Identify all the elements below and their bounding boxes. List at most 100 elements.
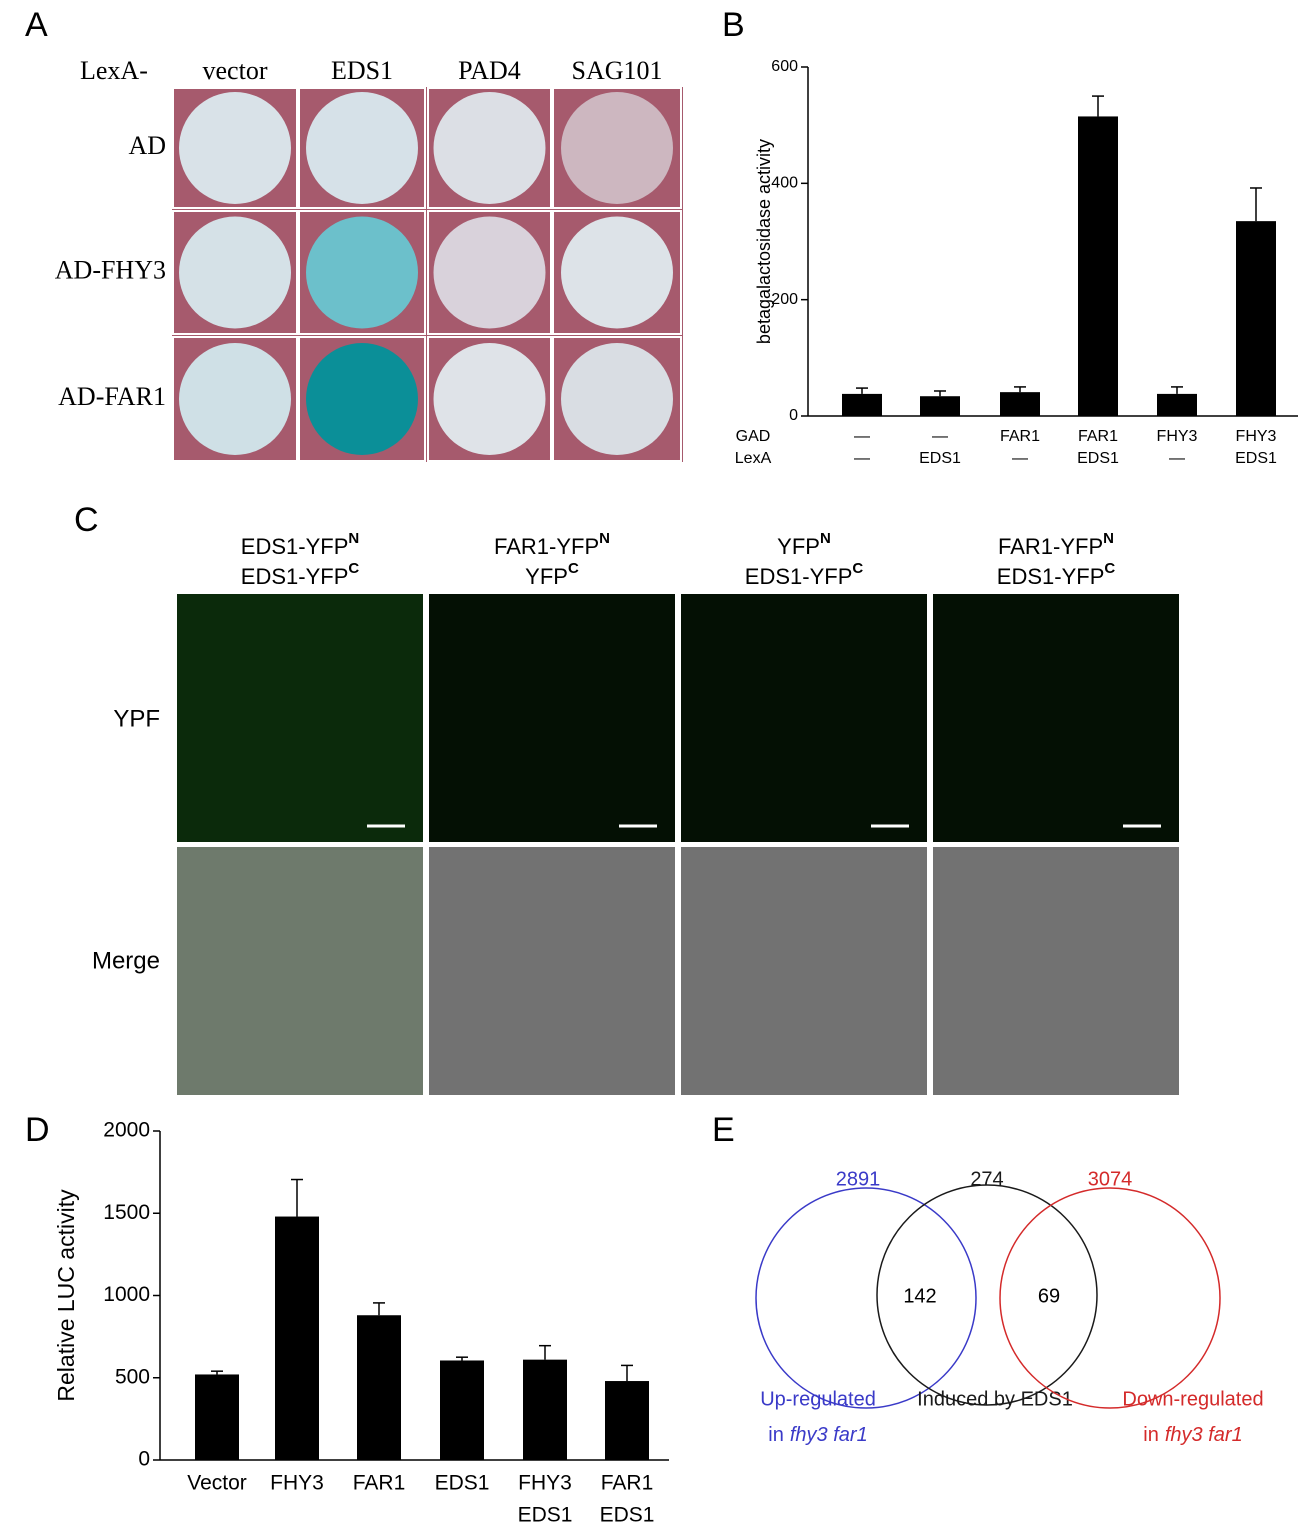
set-count: 2891 bbox=[836, 1168, 881, 1190]
bar bbox=[842, 393, 882, 416]
label-superscript: C bbox=[852, 560, 863, 577]
label-superscript: N bbox=[348, 530, 359, 547]
set-count: 3074 bbox=[1088, 1168, 1133, 1190]
x-tick-label: — bbox=[1169, 450, 1185, 467]
x-tick-label: — bbox=[854, 450, 870, 467]
set-label: in fhy3 far1 bbox=[768, 1424, 867, 1446]
venn-circle bbox=[755, 1187, 977, 1409]
y-tick-label: 1000 bbox=[103, 1283, 150, 1306]
y-tick-label: 400 bbox=[771, 175, 798, 192]
label-superscript: N bbox=[820, 530, 831, 547]
category-row-label: LexA bbox=[735, 450, 772, 467]
x-tick-label: FHY3 bbox=[1236, 428, 1277, 445]
fluorescence-image bbox=[933, 594, 1179, 842]
overlap-count: 69 bbox=[1038, 1285, 1060, 1307]
label-prefix: in bbox=[768, 1424, 784, 1446]
column-label: EDS1-YFPC bbox=[745, 560, 864, 589]
x-tick-label: — bbox=[932, 428, 948, 445]
bar bbox=[1236, 221, 1276, 416]
bar bbox=[605, 1381, 649, 1460]
label-superscript: N bbox=[599, 530, 610, 547]
y-tick-label: 0 bbox=[789, 407, 798, 424]
panel-label: B bbox=[722, 6, 745, 44]
fluorescence-image bbox=[177, 594, 423, 842]
row-label: AD-FHY3 bbox=[55, 255, 166, 284]
y-tick-label: 1500 bbox=[103, 1201, 150, 1224]
column-label: FAR1-YFPN bbox=[998, 530, 1114, 559]
x-tick-label: FAR1 bbox=[1000, 428, 1040, 445]
label-italic: fhy3 far1 bbox=[1165, 1424, 1243, 1446]
bar bbox=[1000, 392, 1040, 416]
yeast-spot bbox=[306, 92, 418, 204]
bar bbox=[523, 1359, 567, 1460]
bar bbox=[440, 1360, 484, 1460]
bar bbox=[195, 1374, 239, 1460]
label-text: EDS1-YFP bbox=[241, 534, 349, 559]
column-label: EDS1 bbox=[331, 56, 393, 85]
x-tick-label: FHY3 bbox=[270, 1472, 324, 1495]
yeast-spot bbox=[433, 343, 546, 455]
y-axis-label: betagalactosidase activity bbox=[754, 139, 774, 344]
yeast-spot bbox=[179, 216, 291, 329]
x-tick-label: FAR1 bbox=[1078, 428, 1118, 445]
set-label: in fhy3 far1 bbox=[1143, 1424, 1242, 1446]
label-superscript: C bbox=[348, 560, 359, 577]
bar bbox=[275, 1216, 319, 1460]
set-label: Down-regulated bbox=[1122, 1388, 1263, 1410]
column-label: PAD4 bbox=[458, 56, 521, 85]
label-prefix: in bbox=[1143, 1424, 1159, 1446]
y-tick-label: 200 bbox=[771, 291, 798, 308]
x-tick-label: — bbox=[1012, 450, 1028, 467]
label-text: EDS1-YFP bbox=[241, 564, 349, 589]
panel-label: C bbox=[74, 501, 99, 539]
overlap-count: 142 bbox=[903, 1285, 936, 1307]
merge-image bbox=[933, 847, 1179, 1095]
x-tick-label: FHY3 bbox=[518, 1472, 572, 1495]
x-tick-label: EDS1 bbox=[1077, 450, 1119, 467]
bar bbox=[1078, 116, 1118, 417]
label-text: FAR1-YFP bbox=[494, 534, 599, 559]
column-label: EDS1-YFPN bbox=[241, 530, 359, 559]
merge-image bbox=[177, 847, 423, 1095]
row-label: Merge bbox=[92, 947, 160, 974]
column-label: vector bbox=[203, 56, 268, 85]
set-count: 274 bbox=[970, 1168, 1003, 1190]
x-tick-label: — bbox=[854, 428, 870, 445]
bar bbox=[357, 1315, 401, 1460]
panel-label: D bbox=[25, 1111, 50, 1149]
x-tick-label: FHY3 bbox=[1157, 428, 1198, 445]
y-axis-label: Relative LUC activity bbox=[53, 1189, 79, 1402]
merge-image bbox=[429, 847, 675, 1095]
row-label: YPF bbox=[113, 705, 160, 732]
y-tick-label: 500 bbox=[115, 1365, 150, 1388]
column-label: YFPC bbox=[525, 560, 579, 589]
venn-circle bbox=[999, 1187, 1221, 1409]
label-superscript: C bbox=[568, 560, 579, 577]
column-label: EDS1-YFPC bbox=[241, 560, 360, 589]
label-text: FAR1-YFP bbox=[998, 534, 1103, 559]
column-label: SAG101 bbox=[571, 56, 662, 85]
fluorescence-image bbox=[681, 594, 927, 842]
set-label: Induced by EDS1 bbox=[917, 1388, 1073, 1410]
column-label: EDS1-YFPC bbox=[997, 560, 1116, 589]
x-tick-label: FAR1 bbox=[353, 1472, 406, 1495]
label-text: EDS1-YFP bbox=[997, 564, 1105, 589]
x-tick-label: EDS1 bbox=[600, 1504, 655, 1527]
y-tick-label: 600 bbox=[771, 58, 798, 75]
x-tick-label: EDS1 bbox=[518, 1504, 573, 1527]
fluorescence-image bbox=[429, 594, 675, 842]
y-tick-label: 2000 bbox=[103, 1119, 150, 1142]
label-text: EDS1-YFP bbox=[745, 564, 853, 589]
row-label: AD-FAR1 bbox=[58, 382, 166, 411]
x-tick-label: EDS1 bbox=[435, 1472, 490, 1495]
yeast-spot bbox=[433, 92, 546, 204]
y-tick-label: 0 bbox=[138, 1448, 150, 1471]
yeast-spot bbox=[179, 343, 291, 455]
bar bbox=[1157, 393, 1197, 416]
label-italic: fhy3 far1 bbox=[790, 1424, 868, 1446]
set-label: Up-regulated bbox=[760, 1388, 876, 1410]
row-label: AD bbox=[128, 131, 166, 160]
yeast-spot bbox=[561, 92, 673, 204]
merge-image bbox=[681, 847, 927, 1095]
